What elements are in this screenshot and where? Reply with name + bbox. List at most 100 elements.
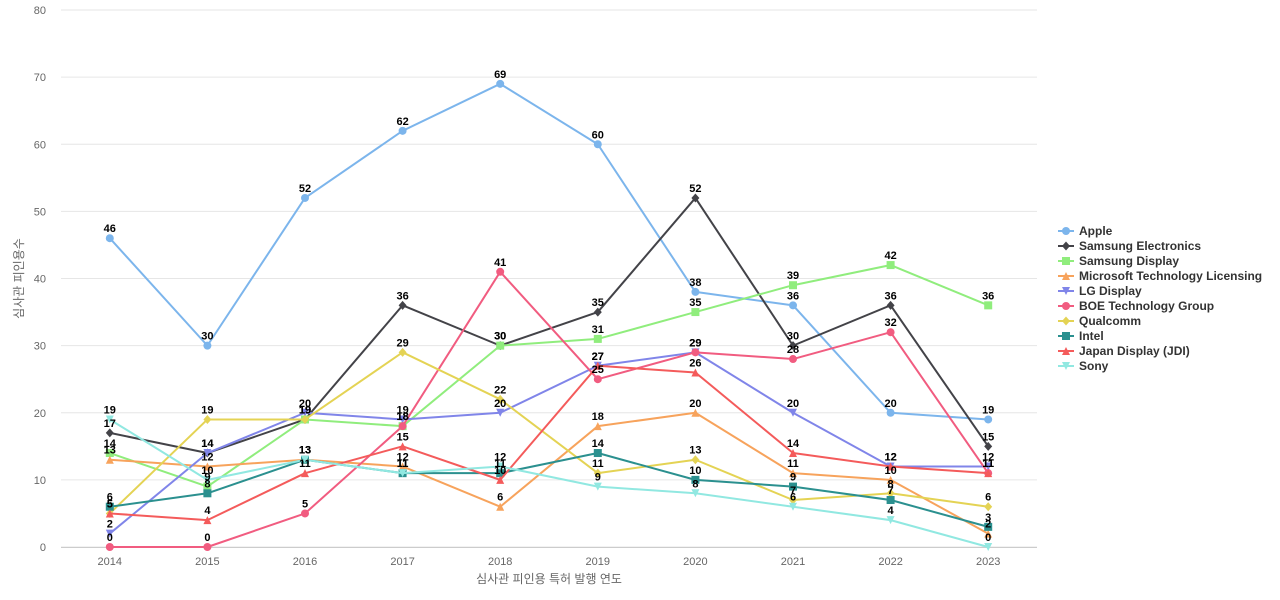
data-point: [593, 375, 602, 384]
series-line: [109, 264, 989, 488]
data-point: [789, 281, 797, 290]
data-label: 11: [397, 458, 409, 470]
legend-item[interactable]: Japan Display (JDI): [1058, 344, 1190, 358]
x-tick-label: 2020: [683, 556, 707, 568]
data-label: 8: [888, 478, 894, 490]
legend-item[interactable]: BOE Technology Group: [1058, 299, 1214, 313]
data-label: 69: [494, 69, 506, 81]
data-point: [984, 462, 993, 471]
legend-marker: [1062, 272, 1070, 280]
data-label: 35: [689, 297, 701, 309]
data-label: 10: [689, 465, 701, 477]
series-line: [109, 270, 990, 548]
x-tick-label: 2019: [586, 556, 610, 568]
data-label: 29: [689, 337, 701, 349]
data-label: 5: [107, 498, 113, 510]
data-point: [984, 301, 993, 310]
data-point: [203, 543, 212, 551]
y-axis-title: 심사관 피인용수: [12, 238, 26, 319]
data-label: 14: [592, 438, 605, 450]
y-tick-label: 50: [34, 206, 46, 218]
x-tick-label: 2022: [878, 556, 902, 568]
y-tick-label: 40: [34, 274, 46, 286]
x-tick-label: 2014: [98, 556, 122, 568]
data-point: [789, 408, 797, 417]
data-point: [496, 394, 505, 404]
legend-item[interactable]: Samsung Electronics: [1058, 239, 1201, 253]
data-label: 42: [884, 250, 896, 262]
data-point: [203, 341, 212, 350]
grid-lines: [61, 9, 1037, 548]
legend-marker: [1062, 287, 1070, 295]
data-label: 27: [592, 351, 604, 363]
data-point: [203, 414, 212, 424]
data-point: [496, 79, 505, 88]
data-point: [203, 475, 212, 484]
legend-label: Sony: [1079, 359, 1109, 373]
data-point: [105, 428, 114, 438]
data-point: [496, 475, 505, 484]
data-point: [789, 301, 797, 310]
data-point: [886, 328, 895, 337]
data-label: 11: [787, 458, 799, 470]
data-point: [593, 307, 602, 317]
data-label: 10: [494, 465, 506, 477]
data-label: 32: [884, 317, 896, 329]
series-line: [109, 196, 990, 455]
legend-item[interactable]: Intel: [1058, 329, 1104, 343]
legend-item[interactable]: LG Display: [1058, 284, 1142, 298]
data-label: 14: [201, 438, 214, 450]
data-point: [886, 516, 895, 525]
legend-item[interactable]: Microsoft Technology Licensing: [1058, 269, 1262, 283]
data-point: [789, 341, 797, 351]
x-tick-label: 2023: [976, 556, 1000, 568]
data-label: 12: [396, 451, 408, 463]
data-point: [789, 469, 797, 478]
data-point: [886, 462, 895, 471]
data-label: 20: [787, 398, 799, 410]
data-label: 13: [689, 445, 701, 457]
legend-item[interactable]: Qualcomm: [1058, 314, 1141, 328]
x-tick-label: 2018: [488, 556, 512, 568]
data-label: 3: [985, 512, 991, 524]
data-label: 39: [787, 270, 799, 282]
data-point: [496, 341, 505, 350]
data-label: 36: [396, 290, 408, 302]
legend-label: Japan Display (JDI): [1079, 344, 1190, 358]
data-labels: 4630526269603836201917141936303552303615…: [104, 69, 995, 544]
data-point: [984, 502, 993, 512]
data-point: [691, 287, 700, 296]
y-tick-label: 10: [34, 475, 46, 487]
data-point: [789, 482, 797, 491]
legend-label: Apple: [1079, 224, 1113, 238]
data-label: 8: [692, 478, 698, 490]
data-label: 18: [592, 411, 604, 423]
data-label: 10: [884, 465, 896, 477]
data-point: [984, 469, 993, 478]
data-label: 18: [396, 411, 408, 423]
data-point: [496, 462, 505, 471]
y-tick-label: 80: [34, 5, 46, 17]
data-label: 29: [689, 337, 701, 349]
data-label: 41: [494, 257, 506, 269]
x-tick-label: 2015: [195, 556, 219, 568]
data-point: [398, 442, 407, 451]
data-label: 11: [982, 458, 994, 470]
data-label: 11: [494, 458, 506, 470]
data-label: 5: [302, 498, 308, 510]
data-point: [691, 368, 700, 377]
y-tick-label: 20: [34, 408, 46, 420]
legend-item[interactable]: Samsung Display: [1058, 254, 1179, 268]
data-label: 19: [299, 404, 311, 416]
legend-item[interactable]: Apple: [1058, 224, 1113, 238]
data-label: 38: [689, 277, 701, 289]
data-label: 6: [107, 492, 113, 504]
data-label: 20: [494, 398, 506, 410]
legend-item[interactable]: Sony: [1058, 359, 1109, 373]
data-point: [203, 489, 212, 498]
data-label: 46: [104, 223, 116, 235]
data-label: 11: [592, 458, 604, 470]
data-point: [593, 482, 602, 491]
data-label: 8: [204, 478, 210, 490]
